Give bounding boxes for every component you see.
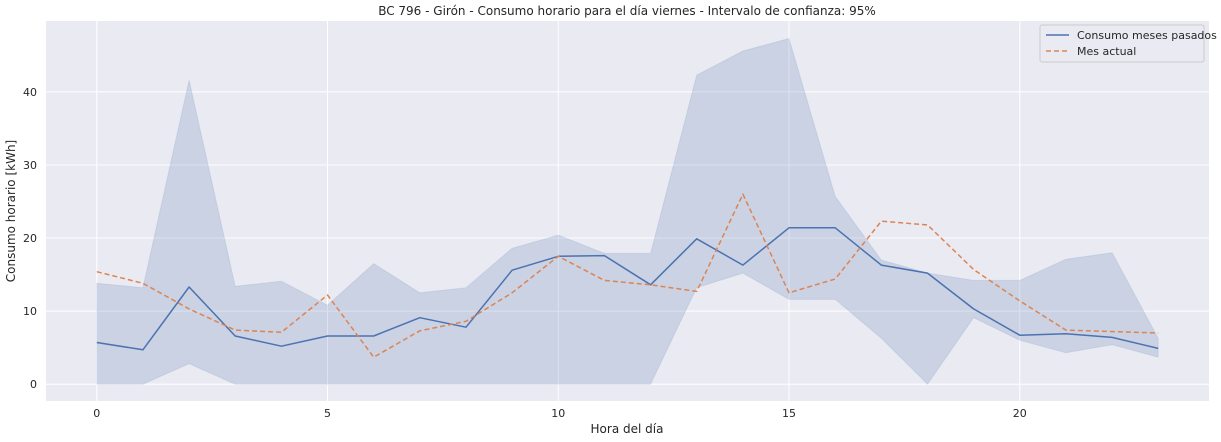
series-lines xyxy=(96,193,1159,358)
legend-label-mes-actual: Mes actual xyxy=(1077,45,1136,58)
legend-label-consumo-meses-pasados: Consumo meses pasados xyxy=(1077,29,1217,42)
legend-box xyxy=(1039,24,1205,63)
chart-title: BC 796 - Girón - Consumo horario para el… xyxy=(378,4,876,18)
x-tick-label: 5 xyxy=(324,407,331,420)
y-tick-labels: 0 10 20 30 40 xyxy=(23,86,37,391)
confidence-band xyxy=(96,37,1159,385)
x-tick-labels: 0 5 10 15 20 xyxy=(93,407,1027,420)
grid-lines xyxy=(46,21,1209,401)
confidence-band-group xyxy=(96,37,1159,385)
y-tick-label: 10 xyxy=(23,305,37,318)
x-tick-label: 15 xyxy=(782,407,796,420)
y-tick-label: 30 xyxy=(23,159,37,172)
y-tick-label: 20 xyxy=(23,232,37,245)
x-axis-label: Hora del día xyxy=(591,422,664,436)
series-line-0 xyxy=(96,227,1159,351)
legend: Consumo meses pasados Mes actual xyxy=(1039,24,1217,63)
y-tick-label: 40 xyxy=(23,86,37,99)
x-tick-label: 0 xyxy=(93,407,100,420)
x-tick-label: 20 xyxy=(1013,407,1027,420)
y-tick-label: 0 xyxy=(30,378,37,391)
y-axis-label: Consumo horario [kWh] xyxy=(4,140,18,282)
x-tick-label: 10 xyxy=(551,407,565,420)
